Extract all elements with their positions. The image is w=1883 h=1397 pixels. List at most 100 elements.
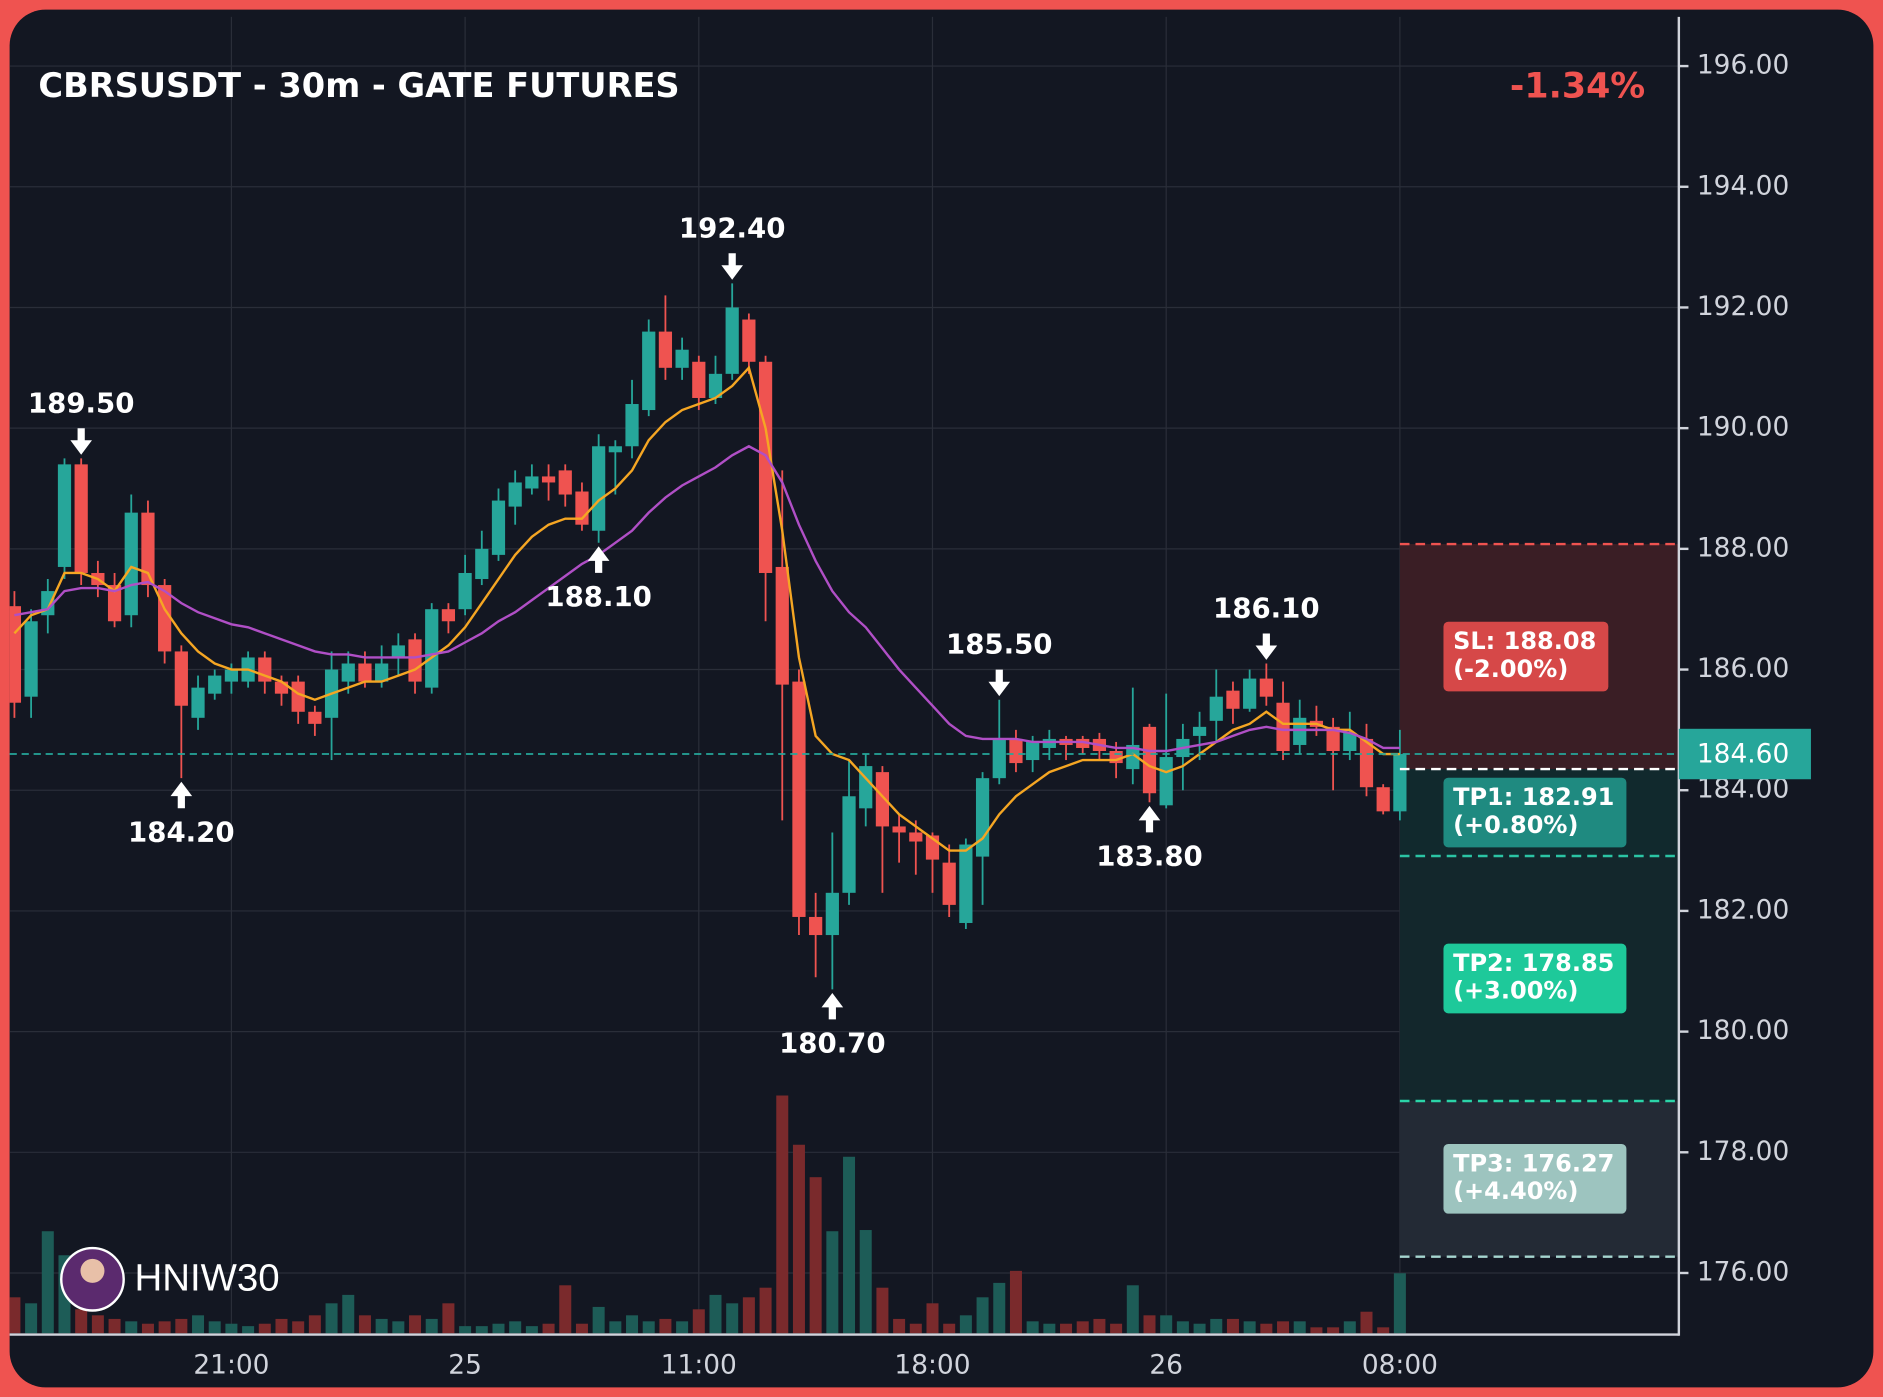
level-label-box (1443, 621, 1609, 692)
candle-body (508, 482, 522, 507)
annotation-label: 186.10 (1213, 591, 1320, 624)
volume-bar (1277, 1321, 1290, 1334)
volume-bar (1043, 1323, 1056, 1334)
level-label: TP1: 182.91 (1453, 783, 1614, 811)
level-label-box (1443, 943, 1627, 1014)
volume-bar (358, 1315, 371, 1334)
candle-body (425, 609, 439, 688)
candle-body (825, 892, 839, 936)
candle-body (642, 331, 656, 411)
volume-bar (1243, 1321, 1256, 1334)
candle-body (1009, 738, 1023, 764)
volume-bar (1293, 1321, 1306, 1334)
level-label-box (1443, 777, 1627, 848)
candle-body (291, 681, 305, 712)
volume-bar (1343, 1321, 1356, 1334)
volume-bar (776, 1095, 789, 1334)
volume-bar (192, 1315, 205, 1334)
x-tick-label: 11:00 (661, 1349, 737, 1380)
volume-bar (1060, 1323, 1073, 1334)
volume-bar (9, 1297, 21, 1334)
volume-bar (1210, 1318, 1223, 1334)
volume-bar (1076, 1321, 1089, 1334)
volume-bar (843, 1156, 856, 1334)
chart-title: CBRSUSDT - 30m - GATE FUTURES (38, 66, 679, 105)
y-tick-label: 196.00 (1697, 50, 1789, 81)
volume-bar (809, 1177, 822, 1334)
annotation-arrow (70, 428, 92, 455)
volume-bar (1009, 1270, 1022, 1334)
volume-bar (141, 1323, 154, 1334)
annotation-arrow (1138, 805, 1161, 833)
candle-body (1293, 717, 1307, 745)
volume-bar (1176, 1321, 1189, 1334)
volume-bar (308, 1315, 321, 1334)
candle-body (375, 663, 389, 682)
annotation-label: 192.40 (679, 211, 786, 244)
candle-body (775, 566, 789, 685)
volume-bar (893, 1318, 906, 1334)
volume-bar (659, 1318, 672, 1334)
level-label-box (1443, 1144, 1627, 1214)
volume-bar (826, 1231, 839, 1334)
annotation-label: 188.10 (545, 580, 652, 613)
level-label: TP3: 176.27 (1453, 1149, 1614, 1177)
candle-body (391, 645, 405, 658)
change: -1.34% (1510, 67, 1645, 107)
candle-body (909, 832, 923, 842)
level-label: SL: 188.08 (1453, 627, 1596, 655)
y-tick-label: 188.00 (1697, 532, 1789, 563)
candle-body (208, 675, 222, 694)
level-sublabel: (+3.00%) (1453, 977, 1578, 1005)
volume-bar (759, 1287, 772, 1334)
candle-body (274, 681, 289, 694)
volume-bar (742, 1297, 755, 1334)
volume-bar (292, 1321, 305, 1334)
candle-body (1126, 744, 1140, 770)
volume-bar (726, 1303, 739, 1334)
candle-body (1209, 696, 1223, 721)
volume-bar (225, 1323, 238, 1334)
candle-body (1142, 726, 1157, 794)
annotation-arrow (721, 253, 743, 280)
candle-body (1192, 726, 1207, 736)
volume-bar (91, 1315, 104, 1334)
y-tick-label: 178.00 (1697, 1136, 1789, 1167)
volume-bar (792, 1144, 805, 1334)
volume-bar (375, 1318, 388, 1334)
candle-body (475, 548, 489, 580)
candle-body (458, 572, 472, 610)
volume-bar (258, 1323, 271, 1334)
volume-bar (1310, 1327, 1323, 1334)
volume-bar (242, 1326, 255, 1334)
candle-body (1343, 732, 1357, 752)
volume-bar (1327, 1327, 1340, 1334)
candle-body (809, 916, 823, 936)
volume-bar (208, 1321, 221, 1334)
candle-body (358, 663, 372, 682)
candle-body (57, 464, 72, 567)
volume-bar (859, 1230, 872, 1334)
moving-average (13, 365, 1400, 852)
annotation-label: 183.80 (1096, 840, 1203, 873)
level-sublabel: (+0.80%) (1453, 811, 1578, 839)
volume-bar (692, 1309, 705, 1334)
candle-body (859, 766, 873, 809)
volume-bar (41, 1231, 54, 1334)
candle-body (558, 470, 572, 495)
volume-bar (125, 1321, 138, 1334)
volume-bar (409, 1315, 422, 1334)
avatar-face (80, 1258, 105, 1283)
candle-body (174, 651, 188, 706)
annotation-arrow (1255, 633, 1278, 660)
last-price-box (1678, 728, 1811, 780)
candle-body (224, 669, 239, 682)
level-label: TP2: 178.85 (1453, 949, 1614, 977)
x-tick-label: 08:00 (1362, 1349, 1438, 1380)
candle-body (141, 512, 155, 586)
candle-body (792, 681, 806, 917)
volume-bar (959, 1315, 972, 1334)
candle-body (74, 464, 88, 573)
annotation-label: 184.20 (128, 815, 235, 848)
volume-bar (392, 1321, 405, 1334)
